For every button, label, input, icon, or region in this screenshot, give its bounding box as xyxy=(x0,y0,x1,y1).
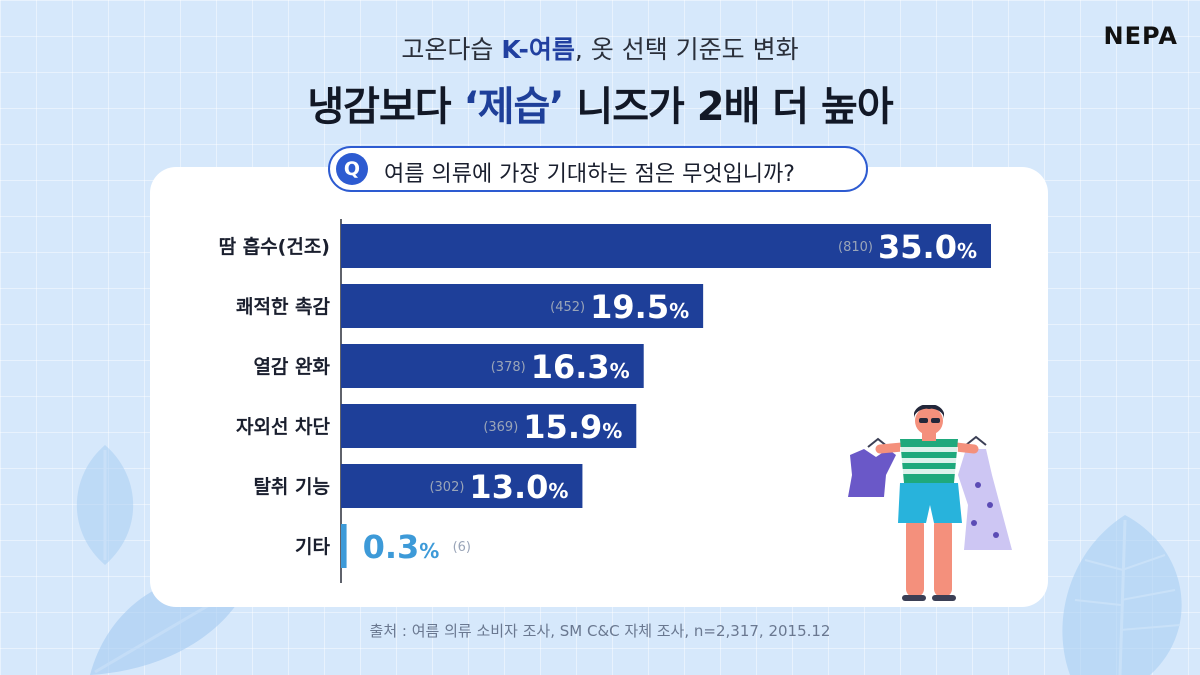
value-number: 13.0 xyxy=(469,468,548,506)
count-label: (378) xyxy=(491,360,526,375)
bar xyxy=(341,464,583,508)
count-label: (302) xyxy=(429,480,464,495)
value-number: 0.3 xyxy=(363,528,420,566)
source-note: 출처 : 여름 의류 소비자 조사, SM C&C 자체 조사, n=2,317… xyxy=(369,622,831,640)
value-unit: % xyxy=(957,239,977,263)
value-label: 35.0% xyxy=(878,228,977,266)
leaf-decoration-right xyxy=(1062,515,1182,675)
value-number: 15.9 xyxy=(523,408,602,446)
count-label: (452) xyxy=(550,300,585,315)
category-label: 자외선 차단 xyxy=(236,416,331,438)
subtitle-post: , 옷 선택 기준도 변화 xyxy=(574,35,799,64)
value-label: 16.3% xyxy=(531,348,630,386)
value-label: 19.5% xyxy=(590,288,689,326)
category-label: 열감 완화 xyxy=(253,356,330,378)
title-highlight: ‘제습’ xyxy=(463,84,565,130)
value-label: 15.9% xyxy=(523,408,622,446)
value-unit: % xyxy=(610,359,630,383)
question-text: 여름 의류에 가장 기대하는 점은 무엇입니까? xyxy=(384,162,795,187)
value-number: 35.0 xyxy=(878,228,957,266)
page-title: 냉감보다 ‘제습’ 니즈가 2배 더 높아 xyxy=(0,74,1200,132)
value-number: 16.3 xyxy=(531,348,610,386)
title-post: 니즈가 2배 더 높아 xyxy=(563,84,893,130)
category-label: 쾌적한 촉감 xyxy=(236,296,331,318)
value-unit: % xyxy=(419,539,439,563)
subtitle-highlight: K-여름 xyxy=(501,35,575,64)
title-pre: 냉감보다 xyxy=(307,84,464,130)
category-label: 땀 흡수(건조) xyxy=(219,235,330,258)
value-unit: % xyxy=(602,419,622,443)
bar xyxy=(341,224,991,268)
bar-chart: 땀 흡수(건조) 35.0% (810) 쾌적한 촉감 19.5% (452) 열감 완화 1… xyxy=(219,219,991,583)
category-label: 기타 xyxy=(295,536,330,558)
bar xyxy=(341,284,704,328)
question-pill: Q 여름 의류에 가장 기대하는 점은 무엇입니까? xyxy=(328,146,868,192)
bar xyxy=(341,524,347,568)
subtitle-pre: 고온다습 xyxy=(401,35,502,64)
value-unit: % xyxy=(669,299,689,323)
value-label: 13.0% xyxy=(469,468,568,506)
question-badge: Q xyxy=(336,153,368,185)
count-label: (369) xyxy=(483,420,518,435)
value-unit: % xyxy=(548,479,568,503)
woman-holding-clothes-illustration xyxy=(848,405,1012,601)
category-label: 탈취 기능 xyxy=(253,476,330,498)
chart-rows: 땀 흡수(건조) 35.0% (810) 쾌적한 촉감 19.5% (452) 열감 완화 1… xyxy=(219,224,991,568)
count-label: (6) xyxy=(453,540,471,555)
bar xyxy=(341,344,644,388)
bar xyxy=(341,404,637,448)
count-label: (810) xyxy=(838,240,873,255)
leaf-decoration-left-top xyxy=(76,445,134,565)
brand-logo: NEPA xyxy=(1103,22,1178,50)
value-label: 0.3% xyxy=(363,528,440,566)
value-number: 19.5 xyxy=(590,288,669,326)
page-subtitle: 고온다습 K-여름, 옷 선택 기준도 변화 xyxy=(0,30,1200,66)
